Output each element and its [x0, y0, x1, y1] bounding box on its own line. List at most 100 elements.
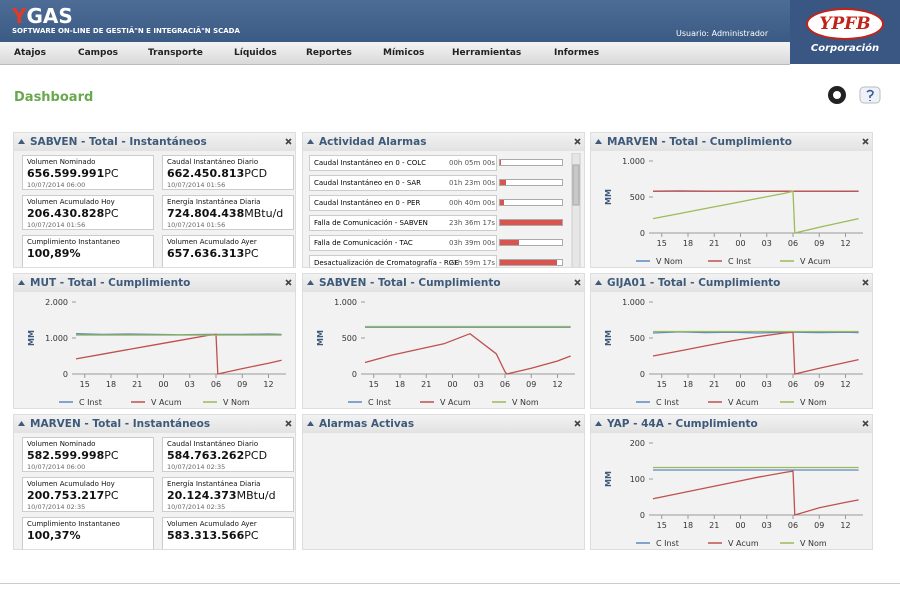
metric-number: 656.599.991	[27, 167, 105, 180]
series-line	[75, 333, 282, 336]
x-tick-label: 15	[369, 380, 379, 389]
x-tick-label: 12	[840, 239, 850, 248]
y-tick-label: 200	[630, 439, 645, 448]
metric-date: 10/07/2014 06:00	[27, 463, 86, 471]
alarm-time: 00h 05m 00s	[449, 159, 496, 167]
alarm-time: 01h 23m 00s	[449, 179, 496, 187]
legend-label: C Inst	[79, 398, 102, 407]
series-line	[652, 190, 859, 193]
panel-title: SABVEN - Total - Instantáneos	[30, 136, 207, 148]
panel-header: GIJA01 - Total - Cumplimiento	[591, 274, 872, 292]
close-icon[interactable]	[862, 279, 869, 286]
x-tick-label: 15	[657, 239, 667, 248]
close-icon[interactable]	[574, 138, 581, 145]
y-tick-label: 0	[640, 511, 645, 520]
x-tick-label: 21	[709, 380, 719, 389]
close-icon[interactable]	[285, 138, 292, 145]
metric-box: Energía Instantánea Diaria 20.124.373MBtu…	[162, 477, 294, 512]
x-tick-label: 03	[474, 380, 484, 389]
metric-number: 584.763.262	[167, 449, 245, 462]
panel-header-icons	[18, 279, 292, 286]
collapse-arrow[interactable]	[307, 139, 314, 144]
metric-unit: MBtu/d	[244, 207, 284, 220]
alarm-row[interactable]: Caudal Instantáneo en 0 - PER 00h 40m 00s	[309, 195, 563, 211]
metric-label: Volumen Nominado	[27, 440, 96, 448]
series-line	[75, 333, 282, 375]
legend-label: C Inst	[728, 257, 751, 266]
close-icon[interactable]	[862, 420, 869, 427]
metric-date: 10/07/2014 02:35	[27, 503, 86, 511]
collapse-arrow[interactable]	[595, 421, 602, 426]
alarm-row[interactable]: Caudal Instantáneo en 0 - COLC 00h 05m 00…	[309, 155, 563, 171]
logo[interactable]: YGAS	[12, 4, 73, 28]
y-tick-label: 500	[630, 334, 645, 343]
nav-item[interactable]: Campos	[78, 48, 119, 58]
nav-item[interactable]: Atajos	[14, 48, 46, 58]
series-line	[652, 470, 859, 516]
y-tick-label: 0	[640, 229, 645, 238]
panel-header-icons	[18, 420, 292, 427]
metric-label: Volumen Nominado	[27, 158, 96, 166]
x-tick-label: 09	[237, 380, 247, 389]
y-axis-label: MM	[604, 189, 613, 205]
alarm-label: Caudal Instantáneo en 0 - COLC	[309, 155, 497, 171]
y-tick-label: 0	[63, 370, 68, 379]
alarm-time: 00h 40m 00s	[449, 199, 496, 207]
y-tick-label: 0	[352, 370, 357, 379]
close-icon[interactable]	[574, 279, 581, 286]
panel-header: SABVEN - Total - Instantáneos	[14, 133, 295, 151]
x-tick-label: 06	[788, 521, 798, 530]
alarm-row[interactable]: Falla de Comunicación - TAC 03h 39m 00s	[309, 235, 563, 251]
metric-number: 657.636.313	[167, 247, 245, 260]
y-tick-label: 1.000	[622, 157, 645, 166]
close-icon[interactable]	[862, 138, 869, 145]
nav-item[interactable]: Informes	[554, 48, 600, 58]
y-tick-label: 1.000	[334, 298, 357, 307]
nav-bar: Atajos Campos Transporte Líquidos Reportes Mí…	[0, 42, 790, 65]
collapse-arrow[interactable]	[307, 421, 314, 426]
help-button[interactable]	[859, 86, 881, 104]
panel-header: Actividad Alarmas	[303, 133, 584, 151]
close-icon[interactable]	[285, 420, 292, 427]
alarm-row[interactable]: Desactualización de Cromatografía - RGE 2…	[309, 255, 563, 267]
close-icon[interactable]	[285, 279, 292, 286]
collapse-arrow[interactable]	[307, 280, 314, 285]
collapse-arrow[interactable]	[595, 280, 602, 285]
scrollbar[interactable]	[571, 153, 581, 268]
alarm-bar	[499, 219, 563, 226]
panel-header-icons	[307, 279, 581, 286]
nav-item[interactable]: Líquidos	[234, 48, 277, 58]
alarm-bar-fill	[500, 220, 562, 225]
alarm-row[interactable]: Caudal Instantáneo en 0 - SAR 01h 23m 00s	[309, 175, 563, 191]
collapse-arrow[interactable]	[595, 139, 602, 144]
nav-item[interactable]: Reportes	[306, 48, 352, 58]
alarm-label: Caudal Instantáneo en 0 - SAR	[309, 175, 497, 191]
legend-label: V Nom	[800, 539, 827, 548]
nav-item[interactable]: Herramientas	[452, 48, 522, 58]
close-icon[interactable]	[574, 420, 581, 427]
collapse-arrow[interactable]	[18, 139, 25, 144]
series-line	[652, 331, 859, 334]
metric-value: 584.763.262PCD	[167, 449, 267, 462]
footer-line	[0, 583, 900, 584]
chart: MM 0 500 1.000 15 18 21 00 03 06 09 12 V Nom C Inst V …	[604, 157, 863, 266]
nav-item[interactable]: Transporte	[148, 48, 203, 58]
alarm-row[interactable]: Falla de Comunicación - SABVEN 23h 36m 17…	[309, 215, 563, 231]
panel-header-icons	[595, 279, 869, 286]
alarm-bar	[499, 259, 563, 266]
x-tick-label: 18	[683, 380, 693, 389]
metric-number: 200.753.217	[27, 489, 105, 502]
x-tick-label: 00	[735, 380, 745, 389]
x-tick-label: 21	[132, 380, 142, 389]
metric-value: 206.430.828PC	[27, 207, 119, 220]
collapse-arrow[interactable]	[18, 421, 25, 426]
panel: MARVEN - Total - Instantáneos Volumen Nom…	[13, 414, 296, 550]
x-tick-label: 15	[657, 380, 667, 389]
nav-item[interactable]: Mímicos	[383, 48, 425, 58]
collapse-arrow[interactable]	[18, 280, 25, 285]
alarm-label: Desactualización de Cromatografía - RGE	[309, 255, 497, 267]
user-label: Usuario: Administrador	[676, 29, 769, 38]
panel-header-icons	[595, 420, 869, 427]
metric-unit: PC	[104, 449, 119, 462]
x-tick-label: 09	[814, 521, 824, 530]
